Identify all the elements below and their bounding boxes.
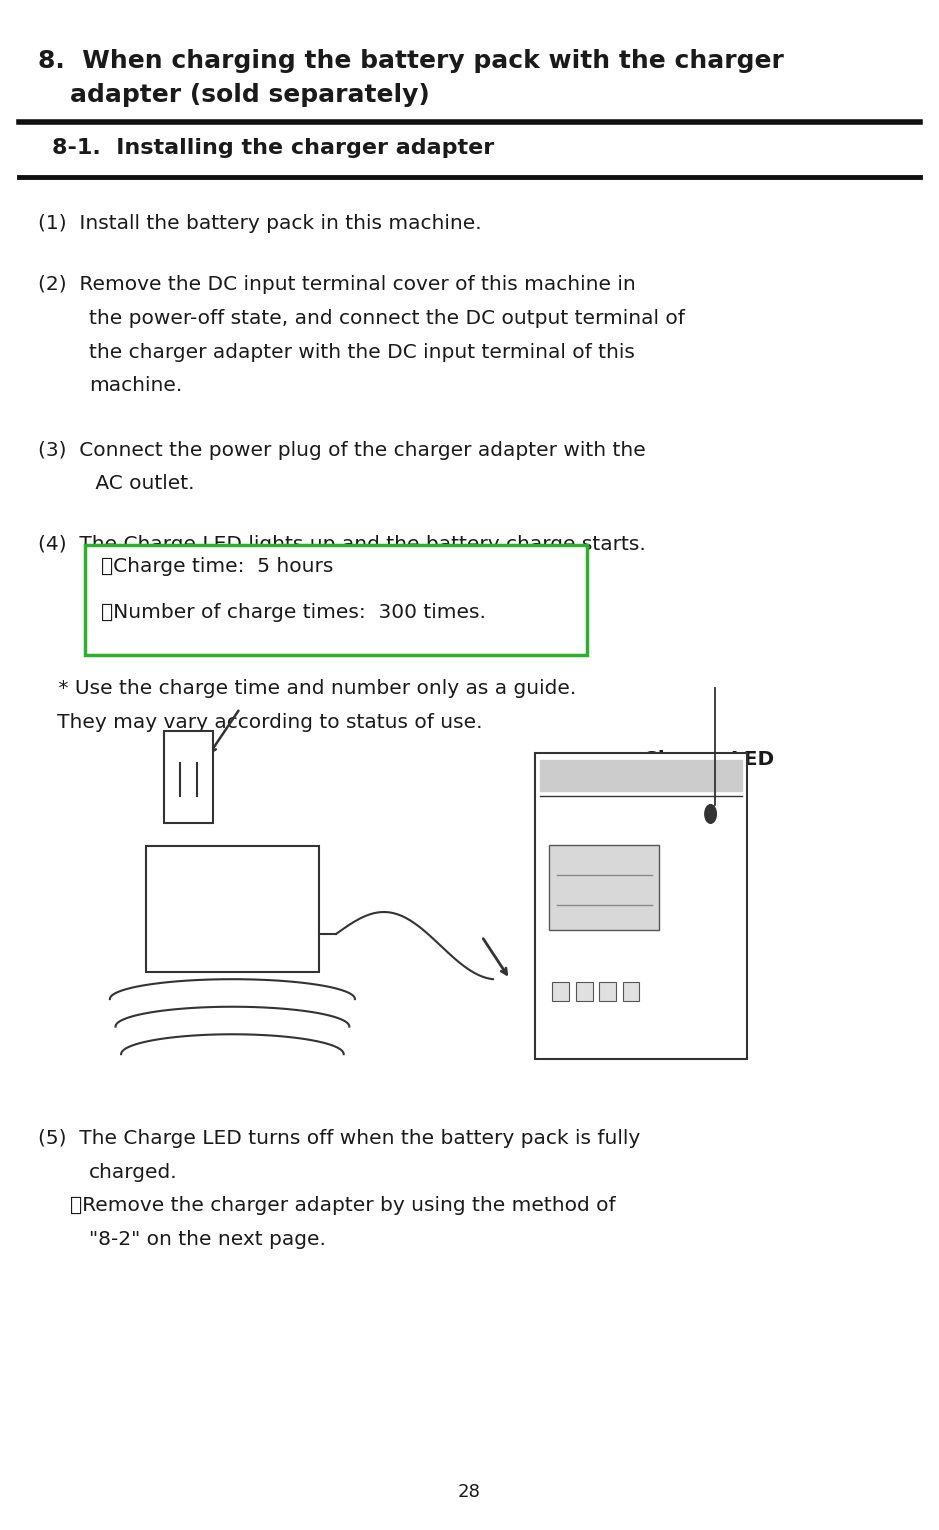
Text: the power-off state, and connect the DC output terminal of: the power-off state, and connect the DC … [89,309,685,327]
Bar [164,731,213,823]
Text: the charger adapter with the DC input terminal of this: the charger adapter with the DC input te… [89,343,635,361]
Text: ・Charge time:  5 hours: ・Charge time: 5 hours [101,557,333,575]
Bar [599,982,616,1001]
Text: machine.: machine. [89,376,182,395]
Text: (2)  Remove the DC input terminal cover of this machine in: (2) Remove the DC input terminal cover o… [38,275,636,294]
Text: (1)  Install the battery pack in this machine.: (1) Install the battery pack in this mac… [38,214,481,233]
Text: (3)  Connect the power plug of the charger adapter with the: (3) Connect the power plug of the charge… [38,441,645,459]
Bar [146,846,319,972]
Text: Charge LED: Charge LED [643,750,775,768]
Bar [623,982,639,1001]
Circle shape [705,805,716,823]
Text: ・Remove the charger adapter by using the method of: ・Remove the charger adapter by using the… [70,1196,616,1215]
Text: (5)  The Charge LED turns off when the battery pack is fully: (5) The Charge LED turns off when the ba… [38,1129,639,1148]
Text: 8.  When charging the battery pack with the charger: 8. When charging the battery pack with t… [38,49,783,73]
Text: AC outlet.: AC outlet. [89,474,194,493]
Polygon shape [535,753,747,1059]
Text: * Use the charge time and number only as a guide.: * Use the charge time and number only as… [52,679,576,698]
Bar [576,982,593,1001]
FancyBboxPatch shape [85,545,587,655]
Bar [552,982,569,1001]
Text: 8-1.  Installing the charger adapter: 8-1. Installing the charger adapter [52,138,494,158]
Bar [549,845,659,930]
Text: "8-2" on the next page.: "8-2" on the next page. [89,1230,326,1248]
Text: 28: 28 [458,1483,481,1501]
Text: ・Number of charge times:  300 times.: ・Number of charge times: 300 times. [101,603,486,621]
Text: (4)  The Charge LED lights up and the battery charge starts.: (4) The Charge LED lights up and the bat… [38,536,645,554]
Text: charged.: charged. [89,1163,177,1181]
Text: adapter (sold separately): adapter (sold separately) [70,83,430,107]
Text: They may vary according to status of use.: They may vary according to status of use… [38,713,482,731]
